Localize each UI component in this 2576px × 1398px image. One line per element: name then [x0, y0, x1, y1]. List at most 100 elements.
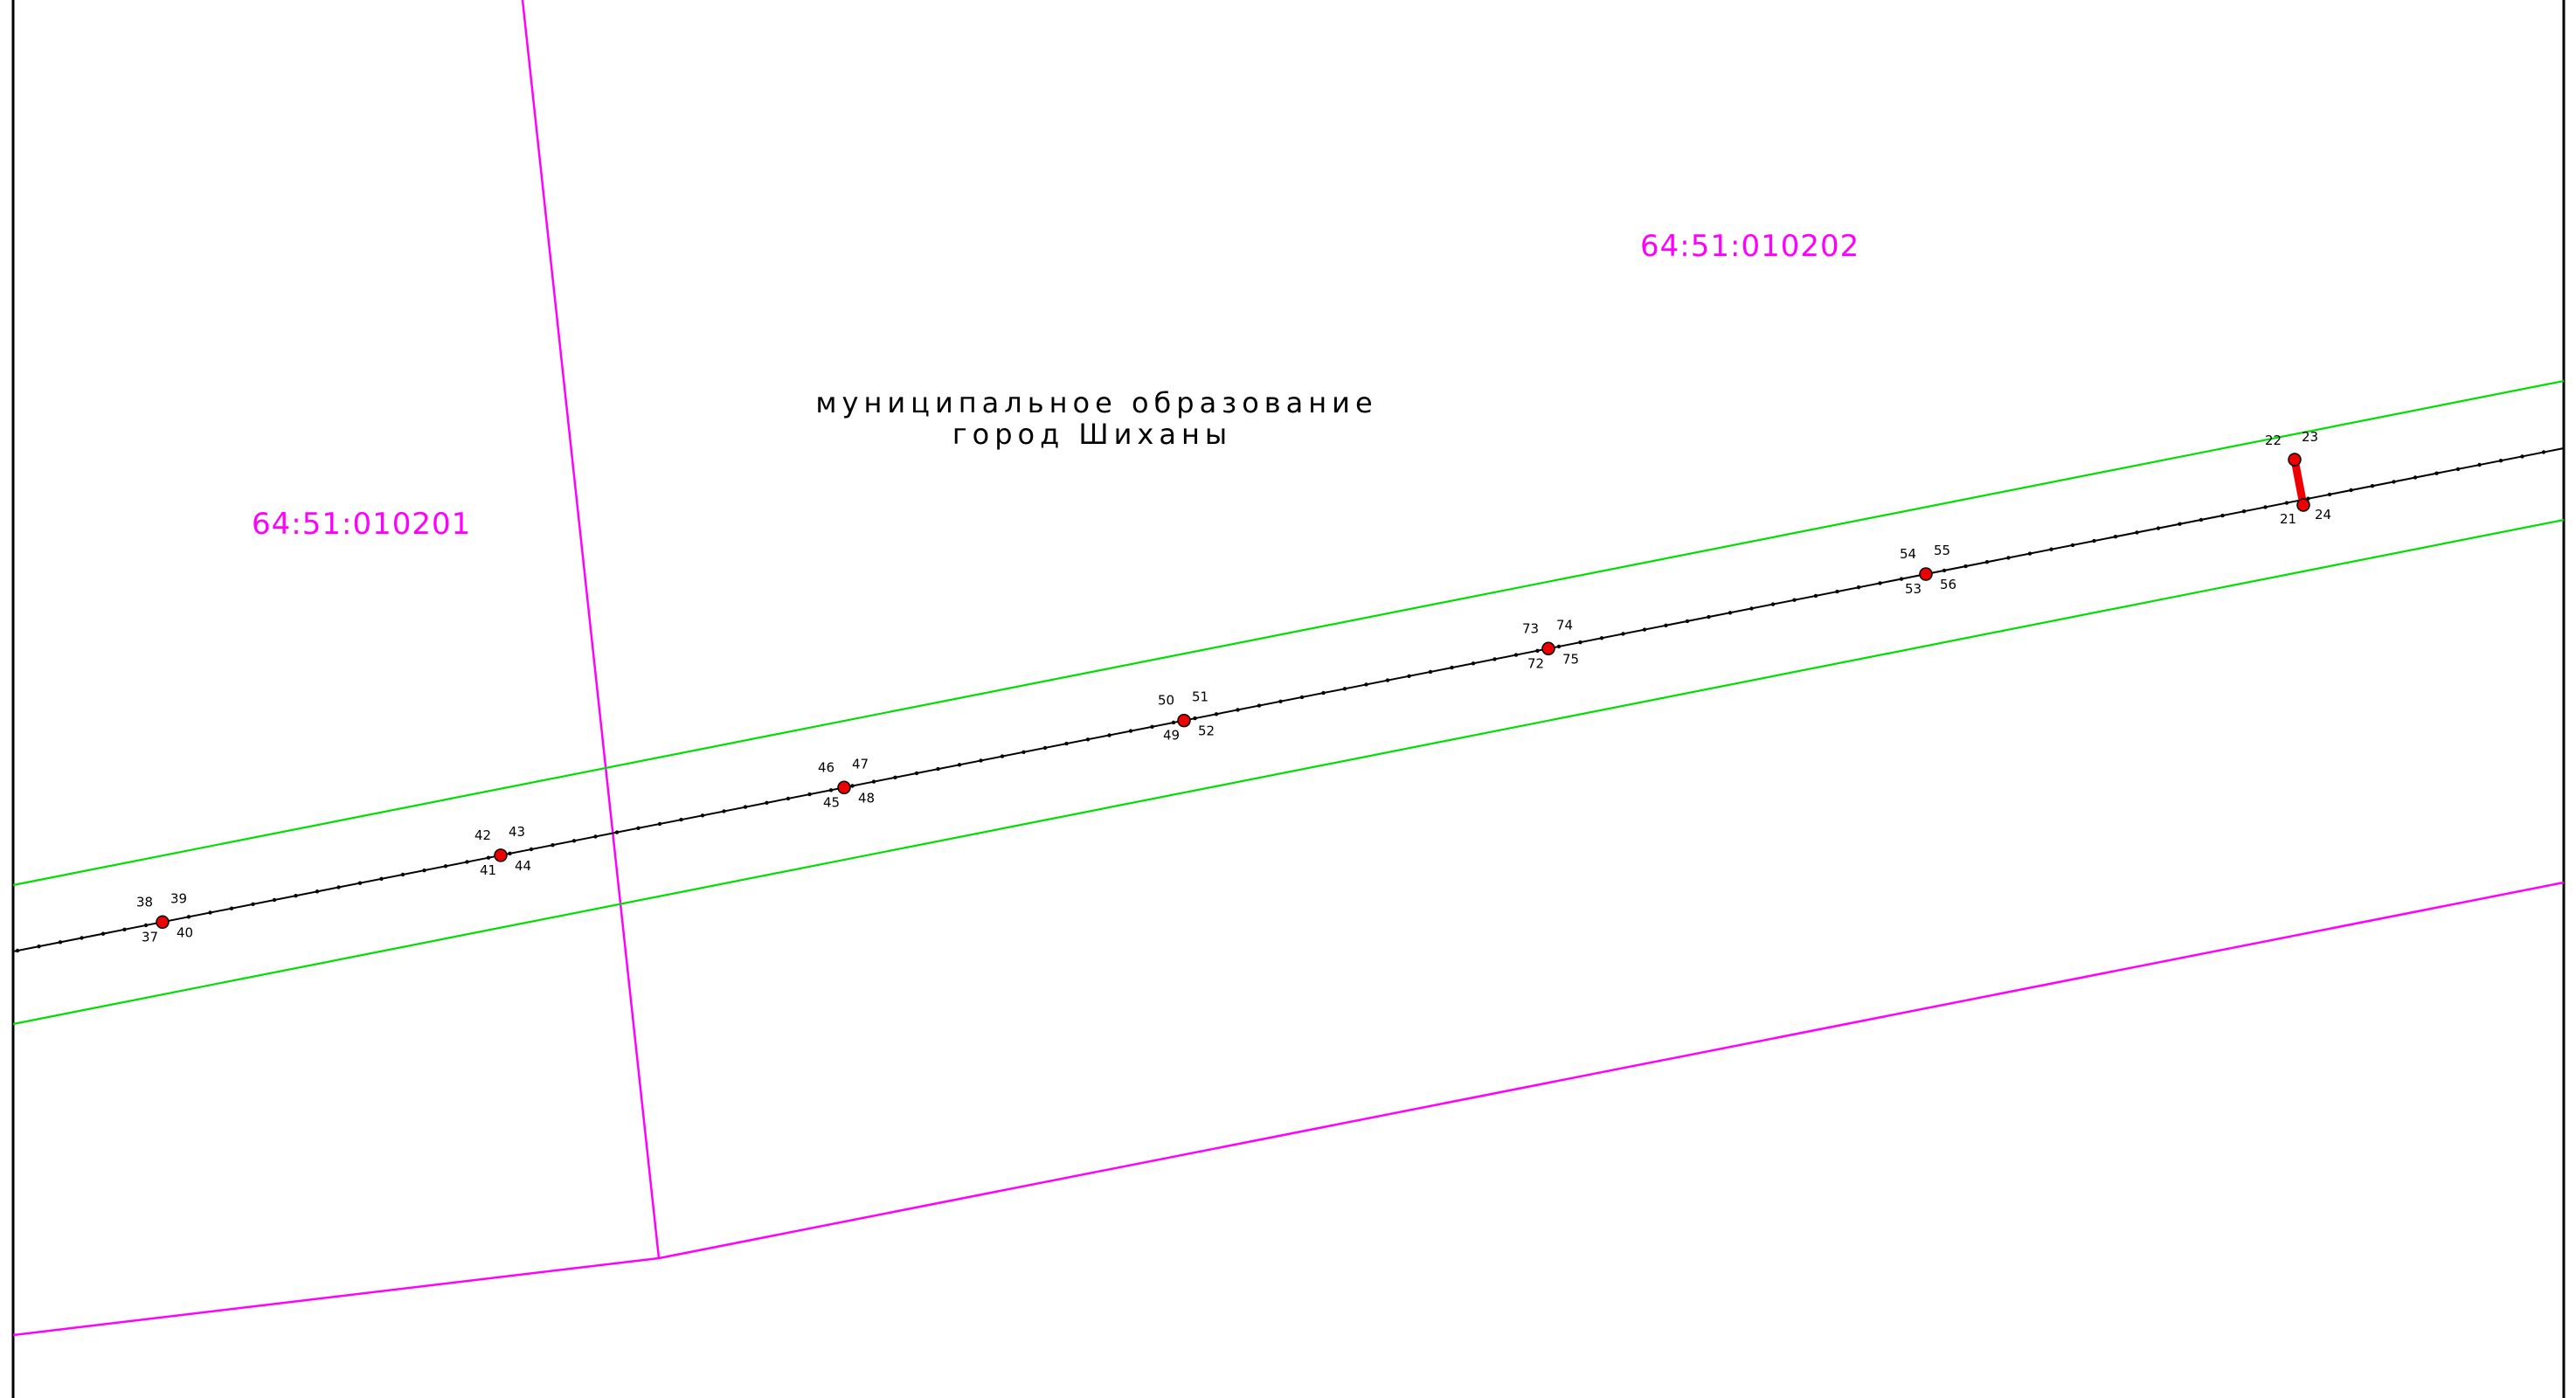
axis-tick: [122, 927, 127, 932]
axis-tick: [2135, 530, 2139, 535]
axis-tick: [1578, 640, 1582, 645]
survey-node-45-48: 46 47 45 48: [818, 756, 875, 810]
point-label: 24: [2315, 507, 2331, 523]
axis-tick: [2006, 556, 2011, 560]
axis-tick: [1299, 695, 1305, 700]
point-label: 75: [1562, 651, 1579, 667]
point-label: 73: [1522, 620, 1539, 636]
axis-tick: [2113, 535, 2118, 539]
crossing-bar: [2290, 455, 2308, 509]
axis-tick: [186, 915, 191, 919]
axis-tick: [914, 771, 919, 776]
axis-tick: [1599, 636, 1604, 640]
axis-tick: [2199, 517, 2204, 523]
axis-tick: [1942, 568, 1947, 573]
survey-point-marker: [2288, 453, 2302, 467]
axis-tick: [2241, 509, 2247, 514]
axis-tick: [486, 855, 491, 860]
axis-tick: [1428, 669, 1433, 675]
survey-point-marker: [837, 780, 851, 795]
axis-tick: [1321, 690, 1326, 696]
axis-tick: [1085, 737, 1091, 742]
axis-tick: [1856, 585, 1861, 590]
axis-tick: [529, 847, 534, 852]
survey-node-49-52: 50 51 49 52: [1158, 689, 1215, 744]
axis-tick: [571, 839, 577, 843]
axis-tick: [936, 766, 940, 772]
survey-node-53-56: 54 55 53 56: [1900, 543, 1956, 597]
quarter-boundary-lower: [12, 881, 2565, 1337]
point-label: 44: [515, 858, 531, 874]
point-label: 45: [823, 794, 840, 810]
point-label: 74: [1556, 617, 1573, 633]
survey-point-marker: [494, 848, 508, 862]
point-label: 40: [177, 924, 193, 940]
axis-tick: [957, 763, 962, 767]
axis-tick: [2156, 526, 2161, 530]
axis-tick: [465, 860, 469, 864]
axis-tick: [58, 940, 63, 945]
axis-tick: [336, 885, 341, 889]
axis-tick: [636, 826, 641, 830]
municipality-label-line1: муниципальное образование: [815, 386, 1377, 419]
zone-boundary-upper: [12, 379, 2565, 887]
axis-tick: [2284, 501, 2289, 505]
crossing-segment-21-24: 22 23 21 24: [2265, 429, 2331, 527]
axis-tick: [1042, 745, 1048, 751]
axis-tick: [1535, 648, 1540, 653]
point-label: 42: [474, 827, 491, 843]
axis-tick: [37, 945, 41, 949]
axis-tick: [1471, 661, 1476, 666]
point-label: 41: [480, 862, 496, 878]
axis-tick: [2455, 467, 2461, 472]
axis-tick: [2220, 513, 2225, 518]
point-label: 55: [1934, 543, 1950, 558]
axis-tick: [2434, 471, 2439, 475]
survey-point-marker: [2296, 498, 2310, 512]
axis-tick: [871, 779, 876, 784]
point-label: 53: [1905, 581, 1922, 597]
axis-tick: [100, 931, 106, 936]
axis-tick: [1171, 720, 1176, 725]
axis-tick: [765, 800, 769, 805]
survey-point-marker: [1919, 567, 1933, 581]
axis-tick: [15, 948, 20, 953]
point-label: 51: [1192, 689, 1208, 705]
axis-tick: [1621, 632, 1625, 636]
axis-tick: [1685, 619, 1690, 624]
axis-tick: [400, 872, 405, 877]
axis-tick: [315, 889, 320, 894]
point-label: 52: [1198, 723, 1215, 739]
axis-tick: [2541, 450, 2546, 454]
point-label: 46: [818, 759, 834, 775]
axis-tick: [2477, 462, 2482, 467]
axis-tick: [1707, 614, 1711, 619]
axis-tick: [1257, 703, 1262, 708]
axis-tick: [357, 881, 363, 885]
point-label: 43: [509, 824, 525, 840]
axis-tick: [143, 923, 149, 928]
axis-tick: [1749, 606, 1754, 611]
axis-tick: [551, 843, 555, 848]
axis-tick: [2049, 547, 2053, 551]
axis-tick: [2498, 459, 2503, 463]
quarter-label-010202: 64:51:010202: [1640, 229, 1859, 264]
axis-tick: [2070, 543, 2075, 548]
axis-tick: [850, 784, 855, 788]
quarter-label-010201: 64:51:010201: [252, 507, 471, 542]
axis-tick: [208, 910, 212, 915]
point-label: 54: [1900, 546, 1916, 562]
axis-tick: [2520, 454, 2524, 459]
survey-node-37-40: 38 39 37 40: [136, 890, 193, 945]
axis-tick: [593, 834, 598, 839]
axis-tick: [2263, 505, 2268, 509]
point-label: 49: [1163, 728, 1180, 744]
axis-tick: [1021, 750, 1026, 754]
axis-tick: [229, 906, 234, 910]
axis-tick: [1984, 560, 1990, 564]
axis-tick: [700, 813, 705, 818]
axis-tick: [1878, 581, 1882, 585]
point-label: 48: [858, 790, 875, 806]
axis-tick: [2327, 492, 2332, 497]
